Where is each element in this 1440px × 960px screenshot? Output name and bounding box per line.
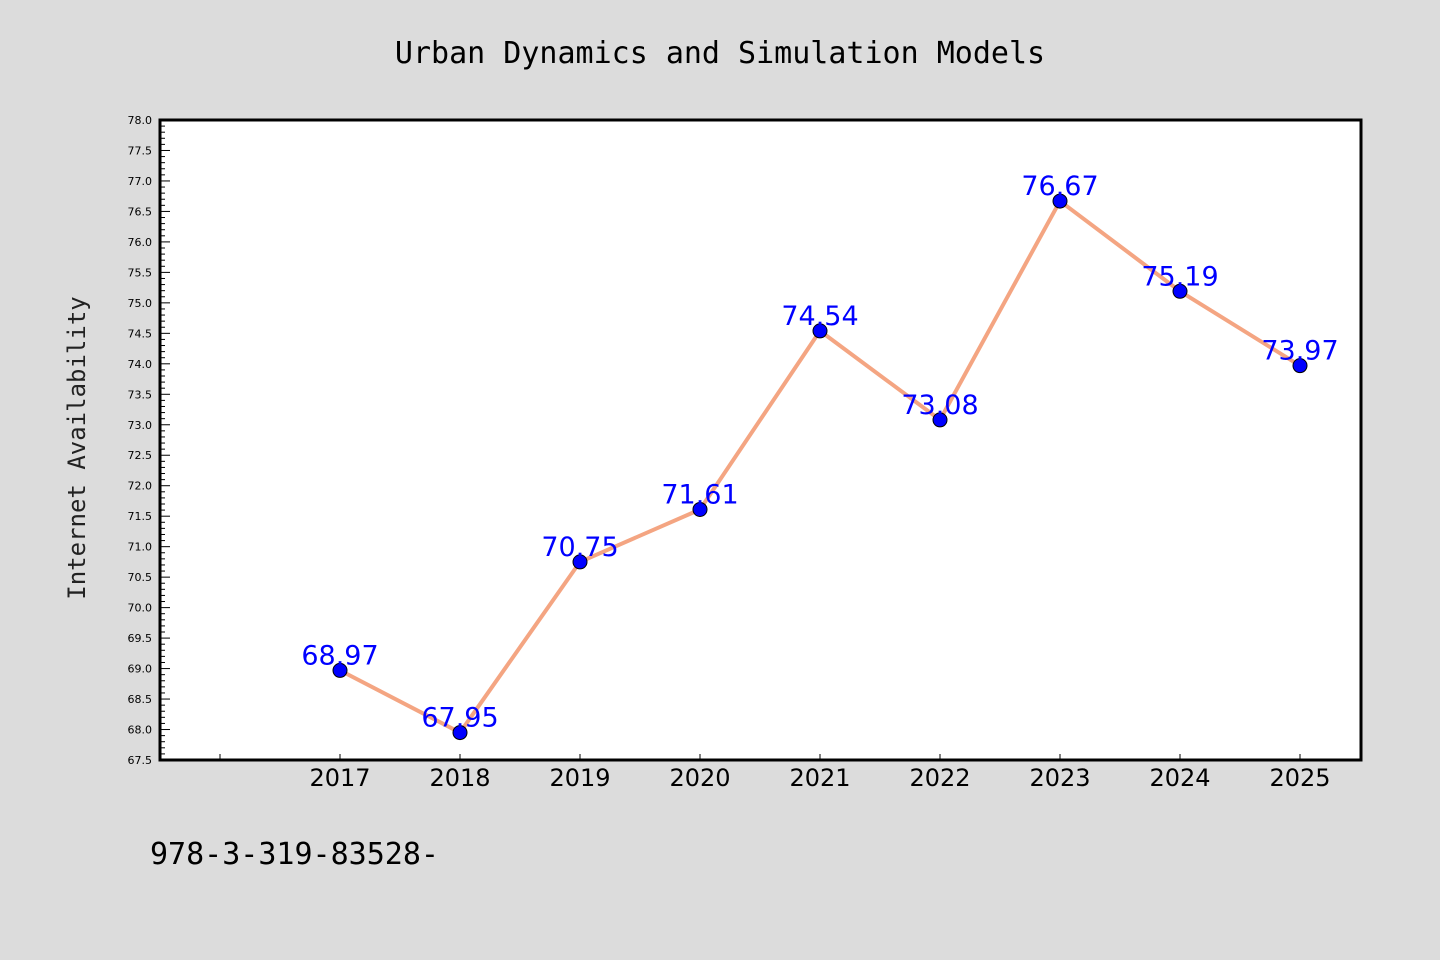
x-tick-label: 2019 — [549, 764, 610, 792]
data-labels: 68.97 67.95 70.75 71.61 74.54 73.08 76.67 75.19… — [301, 171, 1338, 734]
y-tick-label: 72.0 — [128, 480, 153, 493]
y-tick-label: 73.0 — [128, 419, 153, 432]
y-axis-label: Internet Availability — [63, 296, 91, 599]
data-label: 67.95 — [421, 703, 498, 734]
isbn-text: 978-3-319-83528- — [150, 837, 439, 872]
data-label: 75.19 — [1141, 261, 1218, 292]
data-label: 76.67 — [1021, 171, 1098, 202]
y-tick-label: 74.0 — [128, 358, 153, 371]
x-tick-label: 2020 — [669, 764, 730, 792]
data-point — [452, 725, 468, 741]
x-tick-label: 2025 — [1269, 764, 1330, 792]
y-tick-label: 75.0 — [128, 297, 153, 310]
chart-title: Urban Dynamics and Simulation Models — [395, 36, 1045, 71]
x-tick-label: 2018 — [429, 764, 490, 792]
y-tick-label: 68.5 — [128, 693, 153, 706]
y-tick-label: 71.0 — [128, 541, 153, 554]
data-label: 70.75 — [541, 532, 618, 563]
y-tick-label: 70.5 — [128, 571, 153, 584]
x-tick-label: 2023 — [1029, 764, 1090, 792]
y-tick-label: 77.0 — [128, 175, 153, 188]
y-tick-label: 69.5 — [128, 632, 153, 645]
x-axis-ticks: 2017 2018 2019 2020 2021 2022 2023 2024 2025 — [219, 754, 1331, 792]
data-point — [932, 412, 948, 428]
y-tick-label: 78.0 — [128, 114, 153, 127]
y-tick-label: 74.5 — [128, 327, 153, 340]
data-point — [812, 323, 828, 339]
y-axis-ticks: 67.5 68.0 68.5 69.0 69.5 70.0 70.5 71.0 71.5 72.0… — [128, 114, 170, 767]
x-tick-label: 2017 — [309, 764, 370, 792]
y-tick-label: 76.0 — [128, 236, 153, 249]
data-label: 68.97 — [301, 640, 378, 671]
x-tick-label: 2022 — [909, 764, 970, 792]
y-tick-label: 72.5 — [128, 449, 153, 462]
plot-area — [158, 118, 1363, 762]
data-point — [332, 662, 348, 678]
y-tick-label: 77.5 — [128, 144, 153, 157]
y-tick-label: 69.0 — [128, 663, 153, 676]
x-tick-label: 2024 — [1149, 764, 1210, 792]
y-tick-label: 73.5 — [128, 388, 153, 401]
data-point — [572, 554, 588, 570]
y-tick-label: 68.0 — [128, 724, 153, 737]
data-point — [1052, 193, 1068, 209]
data-label: 73.97 — [1261, 336, 1338, 367]
data-label: 73.08 — [901, 390, 978, 421]
y-tick-label: 71.5 — [128, 510, 153, 523]
data-point — [692, 501, 708, 517]
y-tick-label: 70.0 — [128, 602, 153, 615]
x-tick-label: 2021 — [789, 764, 850, 792]
y-tick-label: 76.5 — [128, 205, 153, 218]
data-point — [1172, 283, 1188, 299]
data-label: 71.61 — [661, 479, 738, 510]
data-point — [1292, 358, 1308, 374]
data-markers — [332, 193, 1308, 741]
y-tick-label: 67.5 — [128, 754, 153, 767]
y-tick-label: 75.5 — [128, 266, 153, 279]
data-label: 74.54 — [781, 301, 858, 332]
